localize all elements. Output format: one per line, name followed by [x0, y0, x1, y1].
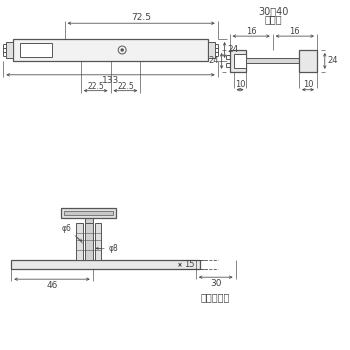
Text: 22.5: 22.5: [87, 82, 104, 91]
Text: 72.5: 72.5: [131, 13, 151, 22]
Text: 24: 24: [227, 46, 238, 55]
Text: ストローク: ストローク: [201, 292, 230, 302]
Bar: [85, 218, 92, 223]
Bar: [64, 211, 113, 215]
Bar: [76, 223, 83, 260]
Bar: [230, 50, 246, 72]
Text: 16: 16: [246, 27, 257, 36]
Text: φ6: φ6: [62, 224, 72, 233]
Text: 10: 10: [235, 80, 245, 89]
Bar: [233, 54, 246, 68]
Bar: [6, 42, 13, 58]
Bar: [13, 39, 208, 61]
Text: 15: 15: [184, 260, 194, 269]
Bar: [11, 260, 200, 269]
Text: 10: 10: [303, 80, 313, 89]
Bar: [61, 208, 116, 218]
Text: 46: 46: [46, 281, 58, 289]
Text: 16: 16: [289, 27, 300, 36]
Circle shape: [121, 49, 123, 51]
Bar: [20, 43, 52, 57]
Bar: [208, 42, 215, 58]
Text: 30: 30: [210, 279, 222, 288]
Text: ドア厘: ドア厘: [264, 14, 282, 24]
Text: 24: 24: [209, 56, 219, 65]
Bar: [299, 50, 317, 72]
Bar: [246, 58, 299, 63]
Text: 133: 133: [102, 76, 119, 85]
Text: φ8: φ8: [108, 244, 118, 253]
Text: 22.5: 22.5: [117, 82, 134, 91]
Bar: [85, 223, 92, 260]
Text: 24: 24: [328, 56, 338, 65]
Text: 30～40: 30～40: [258, 6, 288, 16]
Bar: [94, 223, 101, 260]
